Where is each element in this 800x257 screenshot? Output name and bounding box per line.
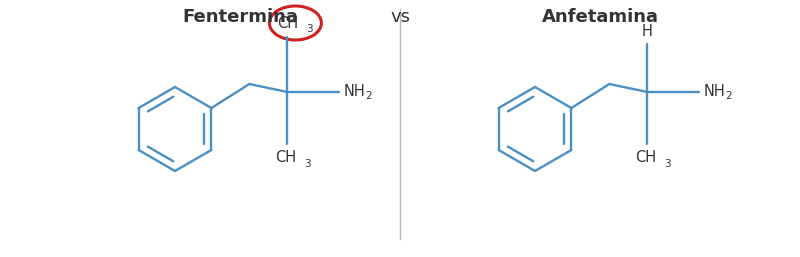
Text: Fentermina: Fentermina [182, 8, 298, 26]
Text: 3: 3 [664, 159, 671, 169]
Text: 3: 3 [304, 159, 311, 169]
Text: NH: NH [343, 84, 365, 98]
Text: H: H [642, 24, 653, 40]
Text: CH: CH [277, 15, 298, 31]
Text: NH: NH [703, 84, 725, 98]
Text: CH: CH [635, 151, 656, 166]
Text: CH: CH [275, 151, 296, 166]
Text: Anfetamina: Anfetamina [542, 8, 658, 26]
Text: 3: 3 [306, 24, 313, 34]
Text: vs: vs [390, 8, 410, 26]
Text: 2: 2 [726, 91, 732, 101]
Text: 2: 2 [366, 91, 372, 101]
